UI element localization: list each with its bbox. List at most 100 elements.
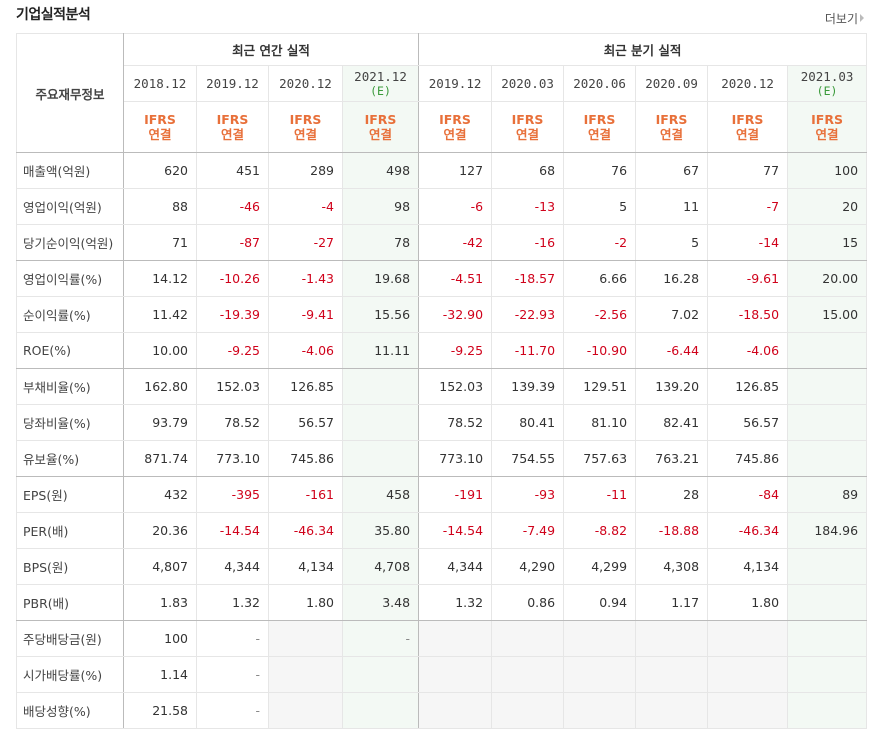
value-cell: - [341,620,420,657]
value-cell: -18.57 [491,260,565,297]
value-cell: 1.14 [123,656,197,693]
value-cell: 88 [123,188,197,225]
row-label: 시가배당률(%) [16,656,124,693]
period-label: 2020.12 [279,75,332,91]
value-cell: 139.39 [491,368,565,405]
value-cell [341,692,420,729]
ifrs-label: IFRS [216,112,249,127]
value-cell [268,656,343,693]
row-label: 순이익률(%) [16,296,124,333]
period-header: 2019.12 [196,65,269,102]
value-cell: -1.43 [268,260,343,297]
value-cell: 5 [635,224,709,261]
period-label: 2020.06 [573,75,626,91]
value-cell: -2.56 [563,296,637,333]
ifrs-label: IFRS [583,112,616,127]
ifrs-label: IFRS [731,112,764,127]
value-cell: -46.34 [268,512,343,549]
quarter-group-header: 최근 분기 실적 [418,33,868,66]
consolidated-label: 연결 [516,127,540,142]
more-label: 더보기 [824,12,858,26]
value-cell: 15 [787,224,868,261]
value-cell: -161 [268,476,343,513]
value-cell: 67 [635,152,709,189]
value-cell: 139.20 [635,368,709,405]
ifrs-label: IFRS [364,112,397,127]
value-cell: 78.52 [418,404,493,441]
value-cell: 620 [123,152,197,189]
value-cell: - [196,692,269,729]
table-row: PER(배) 20.36 -14.54 -46.34 35.80 -14.54 -7.49-… [16,512,868,549]
value-cell [341,368,420,405]
value-cell: 80.41 [491,404,565,441]
value-cell: 21.58 [123,692,197,729]
value-cell: 1.80 [707,584,789,621]
value-cell: -16 [491,224,565,261]
value-cell: 5 [563,188,637,225]
period-header: 2020.06 [563,65,637,102]
table-row: 당기순이익(억원) 71 -87 -27 78 -42 -16 -2 5 -14 15 [16,224,868,261]
more-link[interactable]: 더보기 [825,10,864,27]
row-label: BPS(원) [16,548,124,585]
value-cell [787,656,868,693]
consolidated-label: 연결 [293,127,317,142]
value-cell [635,692,709,729]
value-cell: 77 [707,152,789,189]
value-cell [563,692,637,729]
table-row: ROE(%) 10.00 -9.25 -4.06 11.11 -9.25 -11.70 -10… [16,332,868,369]
value-cell: -191 [418,476,493,513]
section-title: 기업실적분석 [16,7,91,23]
value-cell: 20.00 [787,260,868,297]
row-label: 당기순이익(억원) [16,224,124,261]
row-label: ROE(%) [16,332,124,369]
value-cell: -18.88 [635,512,709,549]
value-cell: - [196,656,269,693]
value-cell: -7.49 [491,512,565,549]
value-cell: 754.55 [491,440,565,477]
value-cell: -87 [196,224,269,261]
table-row: 영업이익(억원) 88 -46 -4 98 -6 -13 5 11 -7 20 [16,188,868,225]
value-cell: 4,807 [123,548,197,585]
period-label: 2018.12 [133,75,187,91]
value-cell [787,548,868,585]
value-cell: 773.10 [418,440,493,477]
value-cell: 100 [787,152,868,189]
value-cell: 14.12 [123,260,197,297]
value-cell: 6.66 [563,260,637,297]
value-cell [341,656,420,693]
row-label: 영업이익(억원) [16,188,124,225]
period-label: 2020.09 [645,75,698,91]
value-cell: -11.70 [491,332,565,369]
value-cell: -14.54 [196,512,269,549]
value-cell: 56.57 [268,404,343,441]
consolidated-label: 연결 [660,127,684,142]
value-cell [635,656,709,693]
ifrs-header: IFRS 연결 [707,101,789,153]
value-cell [341,440,420,477]
value-cell: -10.26 [196,260,269,297]
ifrs-label: IFRS [811,112,843,127]
ifrs-header: IFRS 연결 [418,101,493,153]
value-cell [418,656,493,693]
value-cell [563,620,637,657]
value-cell: 4,134 [268,548,343,585]
row-label: PBR(배) [16,584,124,621]
value-cell: 81.10 [563,404,637,441]
value-cell: 71 [123,224,197,261]
value-cell: - [196,620,269,657]
value-cell: -84 [707,476,789,513]
value-cell: 127 [418,152,493,189]
value-cell [491,620,565,657]
table-row: 매출액(억원) 620 451 289 498 127 68 76 67 77 100 [16,152,868,189]
value-cell: -18.50 [707,296,789,333]
period-header: 2020.12 [268,65,343,102]
ifrs-label: IFRS [439,112,471,127]
value-cell: 458 [341,476,420,513]
value-cell [563,656,637,693]
value-cell: -395 [196,476,269,513]
period-header: 2020.12 [707,65,789,102]
period-header: 2020.09 [635,65,709,102]
row-header: 주요재무정보 [16,33,124,153]
value-cell: 498 [341,152,420,189]
value-cell: 11.42 [123,296,197,333]
